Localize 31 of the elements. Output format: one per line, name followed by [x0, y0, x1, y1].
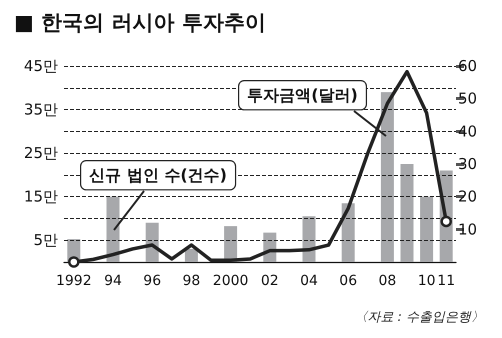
y2-tick-label: 20 — [458, 188, 478, 206]
x-tick-label: 04 — [300, 273, 318, 289]
x-tick-label: 98 — [182, 273, 200, 289]
y-tick-label: 25만 — [24, 144, 58, 162]
bar — [184, 248, 198, 262]
y-tick-label: 15만 — [24, 188, 58, 206]
bar — [380, 92, 394, 262]
y-tick-label: 5만 — [33, 231, 58, 250]
y-tick-label: 35만 — [24, 100, 58, 119]
text: 〈자료 : 수출입은행〉 — [354, 310, 484, 325]
bar — [400, 164, 414, 262]
x-tick-label: 96 — [143, 273, 162, 289]
y-tick-label: 45만 — [24, 57, 58, 75]
x-tick-label: 10 — [418, 273, 436, 289]
bar — [106, 196, 120, 262]
x-tick-label: 1992 — [56, 273, 92, 289]
y2-tick-label: 40 — [458, 122, 478, 140]
x-tick-label: 11 — [437, 273, 456, 289]
y2-tick-label: 60 — [458, 57, 478, 75]
y2-tick-label: 50 — [458, 90, 478, 108]
y2-tick-label: 30 — [458, 155, 478, 173]
x-tick-label: 06 — [339, 273, 358, 289]
y2-tick-label: 10 — [458, 220, 478, 238]
chart-title: ■ 한국의 러시아 투자추이 — [14, 10, 266, 34]
x-tick-label: 2000 — [212, 273, 248, 289]
bar — [420, 196, 434, 262]
x-tick-label: 02 — [260, 273, 279, 289]
x-tick-label: 08 — [378, 273, 396, 289]
series-label: 투자금액(달러) — [247, 86, 358, 105]
x-tick-label: 94 — [104, 273, 122, 289]
series-label: 신규 법인 수(건수) — [89, 166, 227, 185]
